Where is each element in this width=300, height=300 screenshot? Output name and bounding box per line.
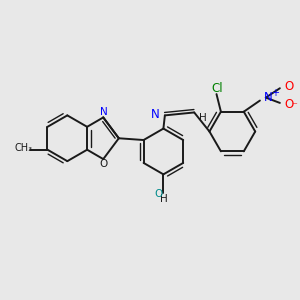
Text: O: O	[284, 80, 293, 93]
Text: CH₃: CH₃	[14, 143, 32, 153]
Text: H: H	[200, 113, 207, 123]
Text: O: O	[100, 159, 108, 170]
Text: O: O	[284, 98, 293, 111]
Text: H: H	[160, 194, 167, 204]
Text: N: N	[263, 91, 272, 104]
Text: Cl: Cl	[211, 82, 223, 95]
Text: N: N	[151, 108, 160, 121]
Text: N: N	[100, 107, 108, 117]
Text: ⁻: ⁻	[291, 101, 297, 111]
Text: +: +	[271, 88, 279, 98]
Text: O: O	[154, 189, 162, 199]
